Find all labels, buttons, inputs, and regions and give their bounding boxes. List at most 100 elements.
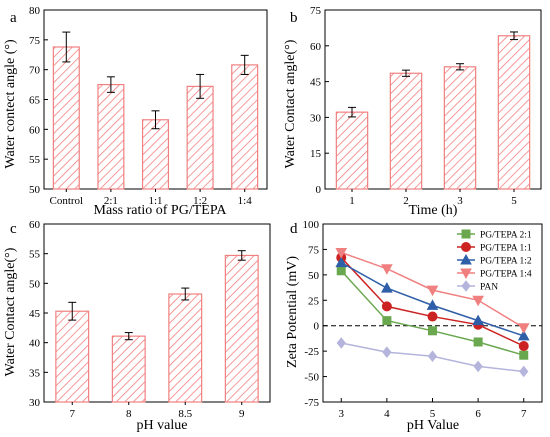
- panel-d-point: [517, 329, 530, 341]
- panel-a-bar: [141, 119, 170, 190]
- panel-d-ytick-label: 25: [308, 295, 320, 307]
- panel-a-ylabel: Water contect angle (°): [3, 39, 18, 169]
- panel-d-xtick-label: 5: [430, 408, 436, 420]
- panel-d-legend-marker: [460, 253, 472, 265]
- panel-c-ytick-label: 35: [29, 367, 41, 379]
- panel-b-plot: 0 15 30 45 60 75 1 2 3 5: [310, 5, 542, 207]
- panel-d-xtick-label: 3: [339, 408, 345, 420]
- panel-a-xlabel: Mass ratio of PG/TEPA: [94, 203, 228, 218]
- panel-b-xtick-label: 2: [403, 195, 409, 207]
- panel-d-point: [382, 346, 392, 358]
- panel-d-legend-label: PG/TEPA 1:1: [480, 244, 532, 254]
- panel-d-ytick-label: -75: [304, 397, 319, 409]
- panel-d: d Zeta Potential (mV) pH Value -75 -50 -25…: [285, 219, 543, 433]
- panel-c-xtick-label: 8.5: [178, 408, 192, 420]
- panel-d-ytick-label: 75: [308, 244, 320, 256]
- panel-c-xtick-label: 9: [239, 408, 245, 420]
- panel-a-plot: 50 55 60 65 70 75 80 Control 2:1 1:1 1:2 1:4: [29, 5, 268, 207]
- panel-c-bar: [55, 310, 90, 403]
- panel-a-xtick-label: 2:1: [104, 195, 118, 207]
- panel-a-xtick-label: 1:4: [238, 195, 253, 207]
- panel-a: a Water contect angle (°) Mass ratio of …: [3, 5, 268, 218]
- panel-d-plot: -75 -50 -25 0 25 50 75 100 3 4 5 6 7: [303, 219, 543, 420]
- panel-d-point: [426, 299, 439, 310]
- panel-b-bar: [497, 35, 531, 190]
- panel-a-bar: [97, 83, 125, 190]
- panel-b-ytick-label: 0: [316, 184, 322, 196]
- panel-d-ytick-label: -25: [304, 346, 319, 358]
- panel-a-ytick-label: 75: [29, 35, 41, 47]
- panel-a-ytick-label: 60: [29, 124, 41, 136]
- panel-c-bar: [168, 293, 203, 403]
- panel-b-bar: [389, 72, 423, 190]
- panel-c-ytick-label: 45: [29, 308, 41, 320]
- panel-d-point: [381, 264, 393, 275]
- panel-d-legend-marker: [461, 229, 471, 239]
- panel-d-ytick-label: 50: [308, 270, 320, 282]
- panel-b-ytick-label: 15: [310, 148, 322, 160]
- panel-d-ylabel: Zeta Potential (mV): [285, 256, 300, 368]
- panel-c-bar: [111, 335, 146, 403]
- panel-b-letter: b: [290, 10, 298, 26]
- panel-b-frame: [324, 9, 542, 190]
- panel-d-legend-label: PG/TEPA 2:1: [480, 231, 532, 241]
- panel-d-point: [336, 266, 346, 276]
- panel-a-ytick-label: 65: [29, 95, 41, 107]
- panel-d-point: [472, 295, 484, 307]
- panel-d-point: [381, 282, 393, 293]
- panel-d-xtick-label: 7: [521, 408, 527, 420]
- panel-b-ytick-label: 45: [310, 77, 322, 89]
- panel-d-point: [518, 341, 529, 352]
- panel-c-ytick-label: 50: [29, 278, 41, 290]
- panel-b-xtick-label: 5: [511, 195, 517, 207]
- panel-c-xlabel: pH value: [137, 418, 188, 433]
- panel-a-bar: [186, 85, 214, 190]
- panel-b-ytick-label: 75: [310, 5, 322, 17]
- panel-a-xtick-label: 1:2: [193, 195, 207, 207]
- panel-d-point: [426, 285, 439, 297]
- panel-c-bar: [224, 254, 259, 403]
- panel-d-point: [382, 316, 392, 326]
- panel-b-bar: [443, 66, 477, 190]
- panel-a-bar: [231, 64, 259, 190]
- panel-b-bar: [335, 111, 369, 190]
- panel-d-point: [472, 314, 484, 326]
- panel-a-ytick-label: 80: [29, 5, 41, 17]
- panel-d-ytick-label: 0: [314, 321, 320, 333]
- panel-b-ytick-label: 60: [310, 41, 322, 53]
- panel-d-point: [519, 365, 529, 378]
- panel-d-point: [335, 247, 348, 259]
- panel-a-xtick-label: Control: [49, 195, 83, 207]
- panel-d-legend-marker: [461, 242, 471, 252]
- panel-d-legend-label: PAN: [480, 283, 498, 293]
- panel-c: c Water Contact angle(°) pH value 30 35 40…: [3, 219, 271, 433]
- panel-d-point: [473, 360, 483, 373]
- panel-a-xtick-label: 1:1: [148, 195, 162, 207]
- panel-c-ytick-label: 60: [29, 219, 41, 231]
- panel-a-bar: [52, 46, 80, 190]
- panel-d-point: [335, 256, 348, 268]
- panel-d-legend-label: PG/TEPA 1:2: [480, 257, 532, 267]
- panel-c-ytick-label: 55: [29, 249, 41, 261]
- panel-b-xtick-label: 3: [457, 195, 463, 207]
- panel-b-xtick-label: 1: [349, 195, 355, 207]
- panel-a-ytick-label: 50: [29, 184, 41, 196]
- panel-c-plot: 30 35 40 45 50 55 60 7 8 8.5 9: [29, 219, 271, 420]
- panel-b-ytick-label: 30: [310, 112, 322, 124]
- panel-a-letter: a: [10, 10, 17, 26]
- panel-d-legend: PG/TEPA 2:1 PG/TEPA 1:1 PG/TEPA 1:2 PG/TEPA…: [457, 229, 532, 293]
- panel-d-xtick-label: 6: [475, 408, 481, 420]
- panel-d-point: [517, 323, 530, 334]
- panel-c-xtick-label: 7: [70, 408, 76, 420]
- panel-b-ylabel: Water Contact angle(°): [283, 39, 298, 168]
- panel-d-xlabel: pH Value: [407, 418, 459, 433]
- panel-c-xtick-label: 8: [126, 408, 132, 420]
- panel-c-ylabel: Water Contact angle(°): [3, 247, 18, 376]
- panel-a-ytick-label: 55: [29, 154, 41, 166]
- panel-d-legend-marker: [461, 280, 471, 292]
- panel-d-xtick-label: 4: [384, 408, 390, 420]
- panel-d-ytick-label: -50: [304, 372, 319, 384]
- panel-d-point: [428, 326, 437, 336]
- panel-d-point: [427, 350, 438, 363]
